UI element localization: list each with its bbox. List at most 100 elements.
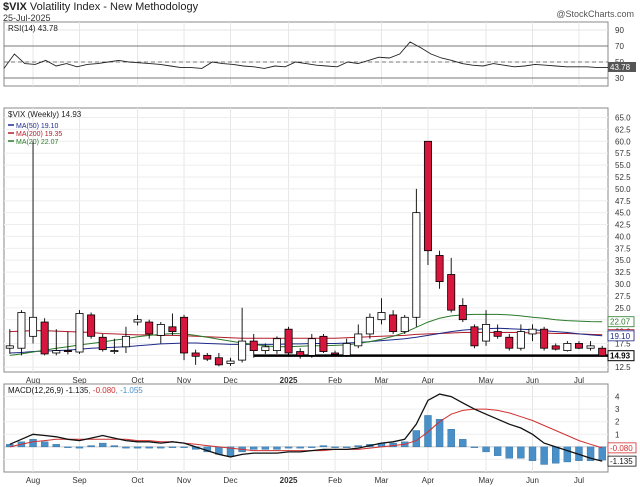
macd-histogram-bar bbox=[157, 446, 165, 449]
candle-down bbox=[191, 352, 200, 357]
x-axis-label: Feb bbox=[328, 376, 342, 385]
macd-histogram-bar bbox=[273, 446, 281, 450]
macd-histogram-bar bbox=[261, 446, 270, 450]
candle-down bbox=[470, 326, 479, 347]
price-tick-label: 42.5 bbox=[615, 221, 631, 230]
candle-down bbox=[505, 336, 514, 349]
macd-histogram-bar bbox=[52, 444, 60, 448]
x-axis-label: Dec bbox=[223, 376, 237, 385]
ma50-line bbox=[9, 327, 603, 354]
macd-histogram-bar bbox=[459, 439, 467, 448]
candle-up bbox=[586, 345, 595, 349]
price-panel bbox=[3, 107, 609, 373]
rsi-last-value-tag bbox=[608, 61, 636, 72]
macd-tick-label: 4 bbox=[615, 393, 620, 402]
ma200-line bbox=[9, 330, 603, 339]
price-tick-label: 50.0 bbox=[615, 185, 631, 194]
ma-value-label: 19.10 bbox=[610, 332, 631, 341]
macd-histogram-bar bbox=[87, 445, 95, 448]
macd-histogram-bar bbox=[447, 429, 455, 448]
ticker-symbol: $VIX bbox=[3, 1, 27, 13]
x-axis-label: May bbox=[478, 376, 493, 385]
candle-up bbox=[528, 328, 537, 335]
legend-entry: MA(50) 19.10 bbox=[16, 123, 59, 130]
candle-down bbox=[203, 354, 212, 360]
candle-up bbox=[29, 316, 38, 337]
candle-down bbox=[598, 347, 607, 357]
candle-up bbox=[412, 212, 421, 318]
price-tick-label: 27.5 bbox=[615, 292, 631, 301]
macd-histogram-bar bbox=[75, 446, 84, 449]
macd-histogram-bar bbox=[284, 446, 293, 449]
macd-histogram-bar bbox=[133, 446, 142, 449]
price-tick-label: 65.0 bbox=[615, 114, 631, 123]
candle-down bbox=[447, 274, 456, 311]
macd-histogram-bar bbox=[250, 446, 258, 450]
price-tick-label: 62.5 bbox=[615, 125, 631, 134]
chart-header: $VIX Volatility Index - New Methodology bbox=[3, 1, 198, 13]
candle-down bbox=[296, 351, 305, 356]
rsi-label: RSI(14) 43.78 bbox=[8, 24, 58, 33]
stockcharts-watermark: @StockCharts.com bbox=[556, 9, 634, 19]
candle-up bbox=[156, 324, 165, 336]
macd-histogram-bar bbox=[586, 446, 595, 461]
candle-down bbox=[168, 326, 177, 332]
rsi-tick-label: 30 bbox=[615, 74, 624, 83]
macd-x-axis-label: Feb bbox=[328, 476, 342, 485]
macd-histogram-bar bbox=[308, 446, 316, 448]
candle-down bbox=[284, 328, 293, 354]
macd-x-axis-label: Apr bbox=[422, 476, 435, 485]
macd-legend-entry: , -0.080 bbox=[88, 386, 116, 395]
rsi-panel bbox=[3, 21, 609, 87]
macd-legend-entry: , -1.055 bbox=[116, 386, 144, 395]
ma-value-tag bbox=[607, 330, 635, 342]
candle-down bbox=[423, 140, 432, 252]
candle-down bbox=[214, 357, 223, 366]
candle-up bbox=[5, 345, 14, 349]
ma-value-label: 22.07 bbox=[610, 318, 631, 327]
macd-histogram-bar bbox=[435, 419, 444, 448]
x-axis-label: Nov bbox=[177, 376, 191, 385]
macd-x-axis-label: Mar bbox=[375, 476, 389, 485]
candle-up bbox=[354, 333, 363, 347]
price-tick-label: 55.0 bbox=[615, 161, 631, 170]
macd-histogram-bar bbox=[517, 446, 525, 459]
macd-histogram-bar bbox=[99, 442, 107, 448]
candle-down bbox=[249, 340, 258, 351]
macd-histogram-bar bbox=[563, 446, 572, 463]
candle-down bbox=[98, 336, 107, 351]
macd-histogram-bar bbox=[168, 446, 177, 448]
candle-up bbox=[272, 338, 281, 351]
candle-up bbox=[563, 343, 572, 351]
chart-date: 25-Jul-2025 bbox=[3, 13, 51, 23]
macd-histogram-bar bbox=[29, 439, 37, 448]
macd-histogram-bar bbox=[424, 415, 432, 448]
macd-line bbox=[9, 393, 603, 462]
candle-down bbox=[180, 316, 189, 354]
legend-entry: MA(20) 22.07 bbox=[16, 139, 59, 146]
x-axis-label: Jul bbox=[574, 376, 584, 385]
macd-signal-value: -0.080 bbox=[610, 444, 633, 453]
macd-x-axis-label: May bbox=[478, 476, 493, 485]
candle-up bbox=[121, 335, 130, 348]
candle-down bbox=[458, 305, 467, 321]
candle-up bbox=[342, 343, 351, 356]
macd-histogram-bar bbox=[540, 446, 548, 465]
macd-histogram-bar bbox=[296, 446, 304, 449]
macd-histogram-bar bbox=[493, 446, 502, 456]
macd-tick-label: 1 bbox=[615, 430, 620, 439]
candle-down bbox=[63, 350, 72, 352]
x-axis-label: Jun bbox=[526, 376, 539, 385]
macd-histogram-bar bbox=[180, 446, 188, 448]
price-tick-label: 47.5 bbox=[615, 197, 631, 206]
price-tick-label: 45.0 bbox=[615, 209, 631, 218]
macd-last-tag bbox=[607, 455, 637, 467]
macd-x-axis-label: Nov bbox=[177, 476, 191, 485]
candle-down bbox=[540, 328, 549, 349]
macd-x-axis-label: Jun bbox=[526, 476, 539, 485]
x-axis-label: Oct bbox=[131, 376, 144, 385]
price-tick-label: 57.5 bbox=[615, 149, 631, 158]
macd-histogram-bar bbox=[319, 445, 328, 448]
macd-histogram-bar bbox=[64, 446, 72, 448]
candle-up bbox=[226, 360, 235, 364]
